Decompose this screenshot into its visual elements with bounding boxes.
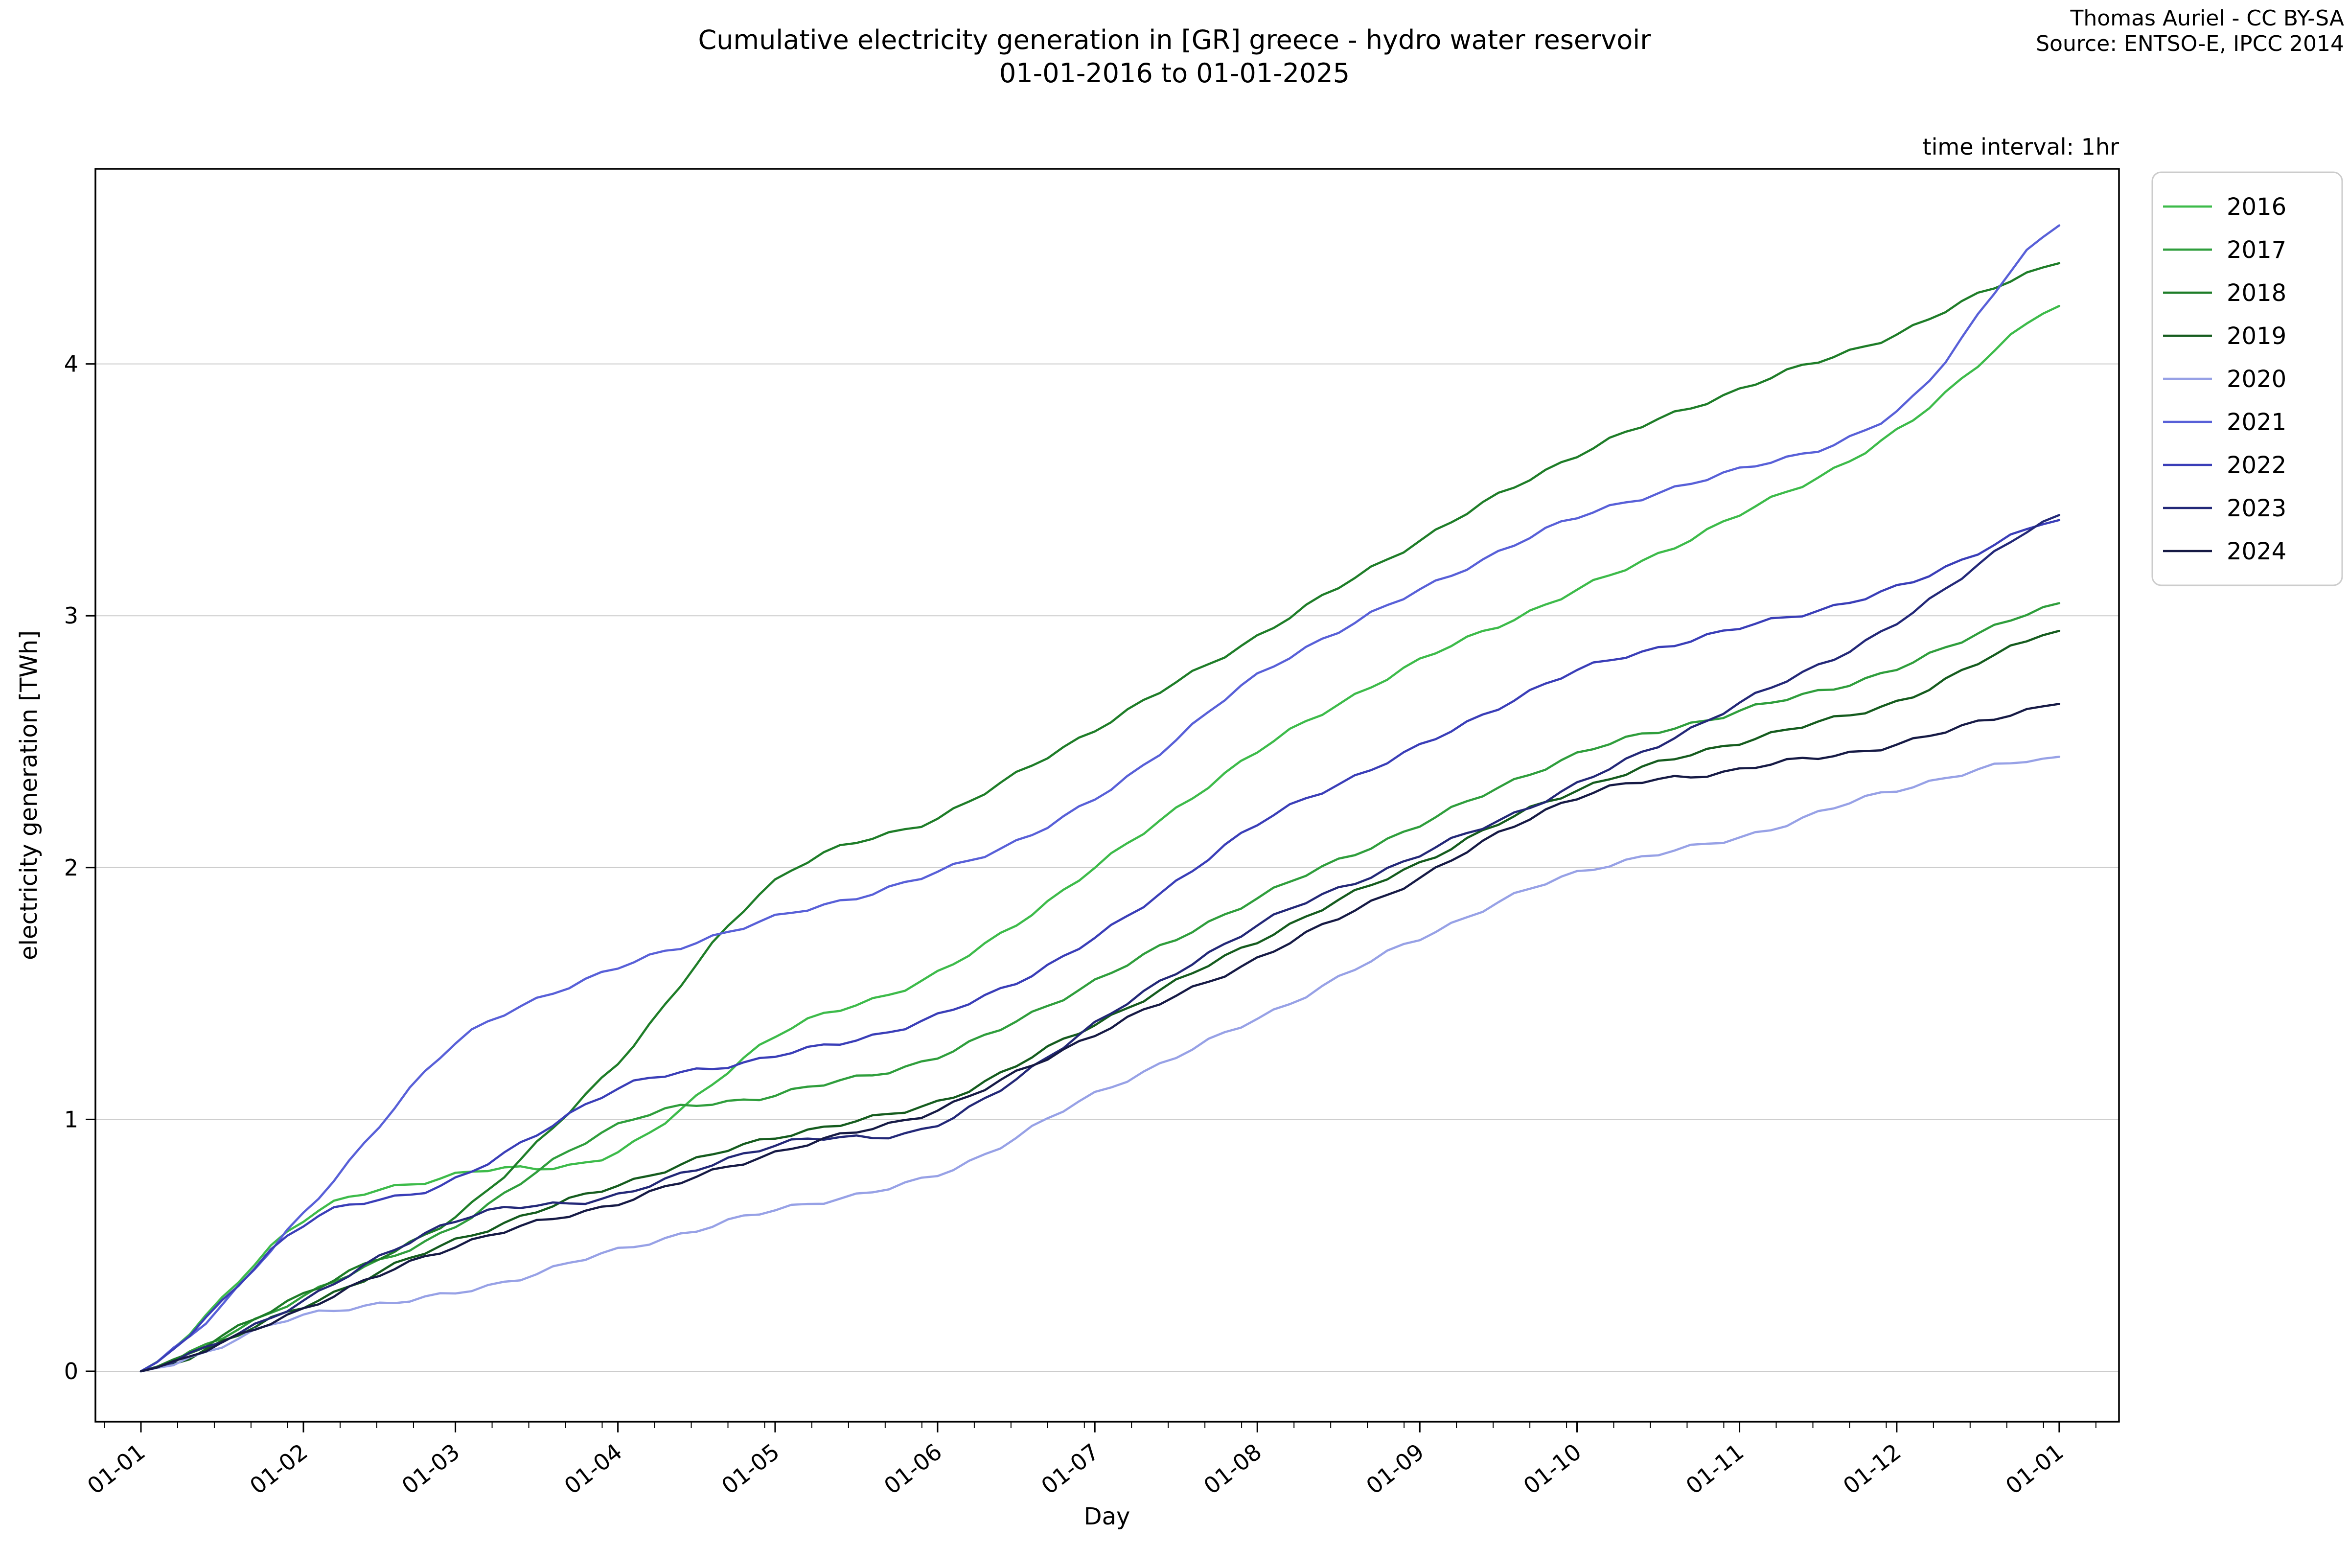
x-tick-label-0: 01-01 [82,1438,150,1499]
series-lines [139,224,2061,1373]
legend: 2016 2017 2018 2019 2020 2021 2022 2023 2024 [2151,171,2343,586]
legend-box [2151,171,2343,586]
legend-label-2018: 2018 [2227,279,2286,307]
x-tick-label-12: 01-01 [2001,1438,2069,1499]
legend-label-2024: 2024 [2227,538,2286,565]
legend-label-2017: 2017 [2227,236,2286,264]
x-tick-label-5: 01-06 [879,1438,947,1499]
series-line-2024 [139,703,2061,1373]
x-tick-label-3: 01-04 [559,1438,627,1499]
series-line-2018 [139,262,2061,1373]
plot-border [94,168,2120,1423]
x-axis-ticks: 01-01 01-02 01-03 01-04 01-05 01-06 01-07 01-08… [82,1422,2096,1499]
chart-title-line1: Cumulative electricity generation in [GR… [698,24,1652,55]
y-axis-ticks: 0 1 2 3 4 [64,351,95,1384]
legend-entry-2021: 2021 [2163,409,2286,436]
legend-label-2019: 2019 [2227,323,2286,350]
x-tick-label-8: 01-09 [1361,1438,1429,1499]
series-line-2019 [139,629,2061,1373]
legend-entry-2019: 2019 [2163,323,2286,350]
attribution-line2: Source: ENTSO-E, IPCC 2014 [2036,31,2344,56]
x-tick-label-9: 01-10 [1519,1438,1587,1499]
series-line-2016 [139,304,2061,1373]
legend-entry-2018: 2018 [2163,279,2286,307]
x-axis-label: Day [1084,1503,1130,1530]
legend-entry-2023: 2023 [2163,495,2286,522]
x-tick-label-4: 01-05 [716,1438,784,1499]
x-tick-label-7: 01-08 [1198,1438,1267,1499]
legend-entry-2016: 2016 [2163,193,2286,221]
legend-entry-2022: 2022 [2163,452,2286,479]
legend-label-2021: 2021 [2227,409,2286,436]
legend-label-2022: 2022 [2227,452,2286,479]
series-line-2017 [139,602,2061,1373]
x-tick-label-1: 01-02 [245,1438,313,1499]
y-tick-label-1: 1 [64,1106,78,1132]
x-tick-label-11: 01-12 [1838,1438,1906,1499]
legend-entry-2017: 2017 [2163,236,2286,264]
y-axis-label: electricity generation [TWh] [15,630,43,960]
x-tick-label-6: 01-07 [1036,1438,1104,1499]
chart-title-line2: 01-01-2016 to 01-01-2025 [999,58,1350,89]
y-tick-label-3: 3 [64,602,78,629]
x-tick-label-2: 01-03 [397,1438,465,1499]
legend-label-2020: 2020 [2227,366,2286,393]
legend-entry-2020: 2020 [2163,366,2286,393]
attribution-line1: Thomas Auriel - CC BY-SA [2070,6,2344,31]
time-interval-annotation: time interval: 1hr [1923,134,2119,160]
series-line-2021 [139,224,2061,1373]
y-tick-label-4: 4 [64,351,78,377]
y-tick-label-2: 2 [64,854,78,881]
series-line-2023 [139,514,2061,1373]
x-tick-label-10: 01-11 [1681,1438,1749,1499]
series-line-2022 [139,519,2061,1373]
legend-entry-2024: 2024 [2163,538,2286,565]
series-line-2020 [139,756,2061,1373]
y-tick-label-0: 0 [64,1358,78,1384]
legend-label-2023: 2023 [2227,495,2286,522]
plot-frame [94,168,2120,1423]
gridlines [95,363,2119,1372]
legend-label-2016: 2016 [2227,193,2286,221]
